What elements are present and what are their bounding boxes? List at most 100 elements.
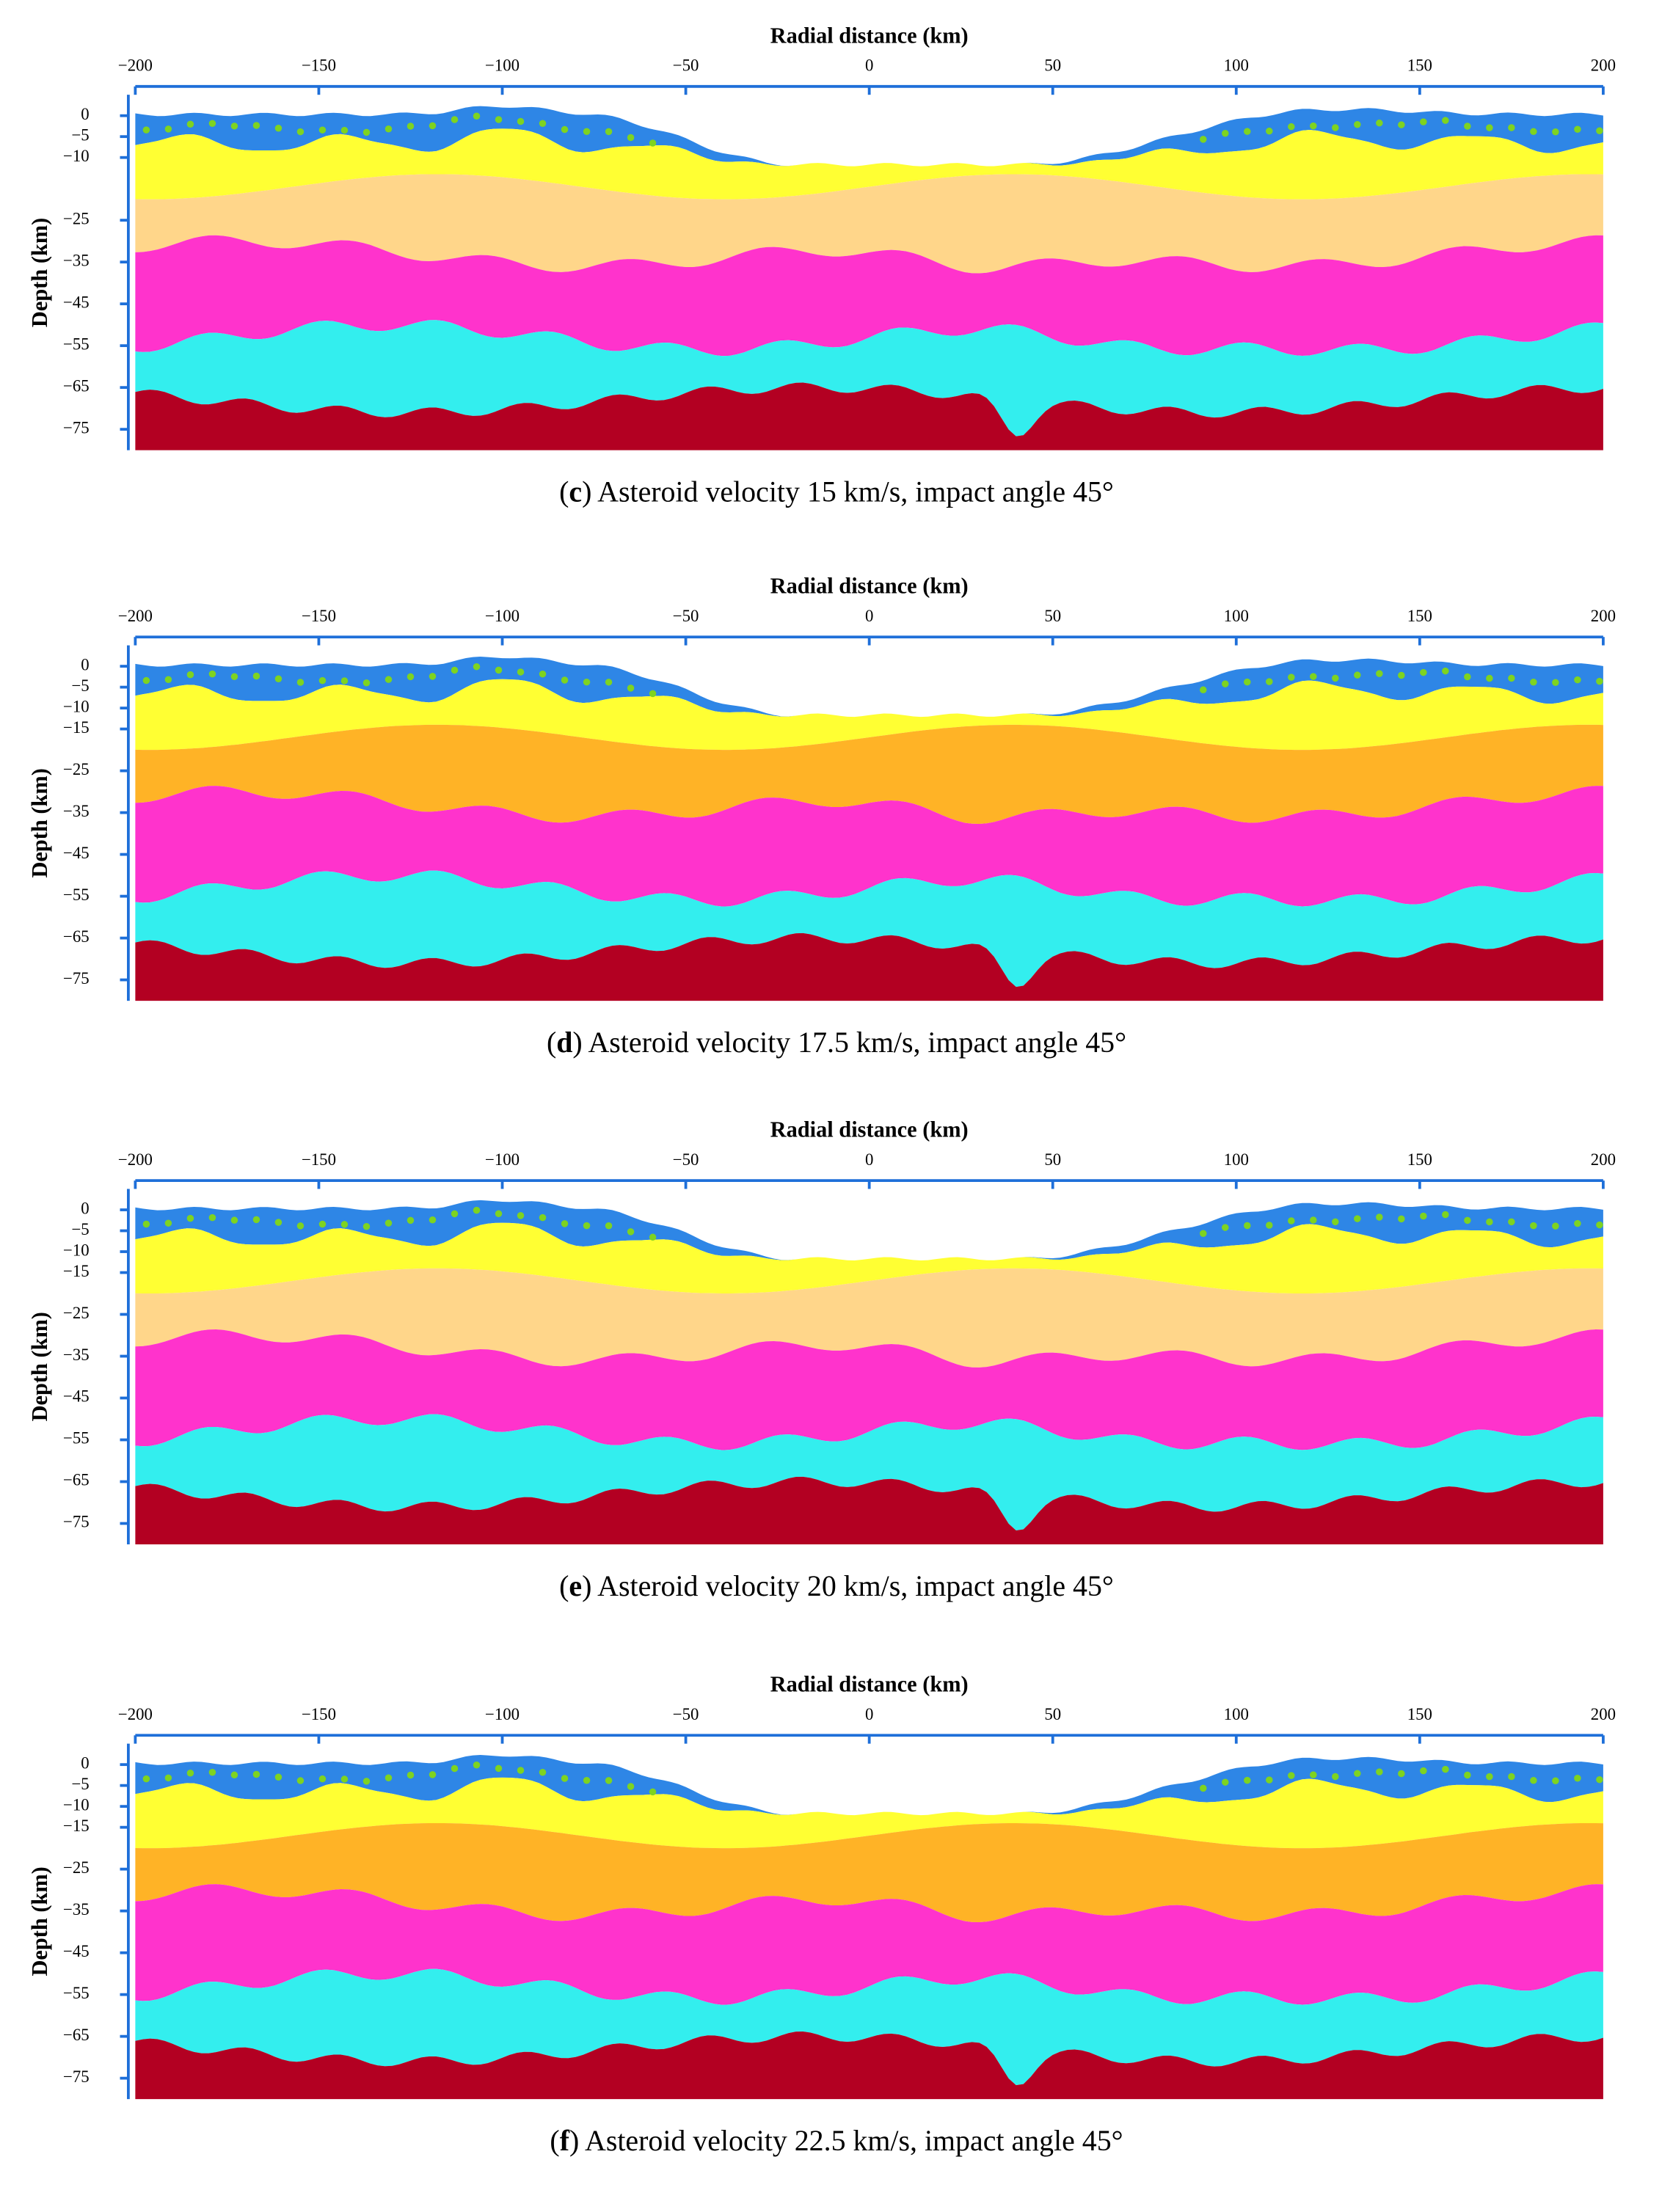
surface-speckle <box>318 1220 327 1228</box>
surface-speckle <box>1574 125 1581 133</box>
x-axis-title: Radial distance (km) <box>770 23 969 48</box>
surface-speckle <box>1266 1776 1273 1784</box>
surface-speckle <box>186 1769 194 1777</box>
surface-speckle <box>1266 127 1273 135</box>
y-axis-title: Depth (km) <box>27 1866 52 1976</box>
x-tick-label: 200 <box>1591 56 1616 74</box>
surface-speckle <box>1486 124 1493 131</box>
surface-speckle <box>1508 1773 1515 1781</box>
surface-speckle <box>1222 680 1229 687</box>
layer <box>135 1200 1603 1260</box>
x-tick-label: 0 <box>865 1705 873 1723</box>
surface-speckle <box>627 1783 635 1790</box>
y-tick-label: −15 <box>63 1262 90 1280</box>
y-tick-label: −10 <box>63 147 90 165</box>
surface-speckle <box>186 671 194 679</box>
layer <box>135 1329 1603 1450</box>
surface-speckle <box>208 1768 216 1776</box>
surface-speckle <box>649 1788 657 1796</box>
surface-speckle <box>1530 678 1537 686</box>
y-tick-label: −25 <box>63 1858 90 1877</box>
surface-speckle <box>451 1764 459 1773</box>
surface-speckle <box>296 1222 305 1230</box>
y-tick-label: −25 <box>63 760 90 778</box>
x-axis-title: Radial distance (km) <box>770 574 969 599</box>
surface-speckle <box>1200 1230 1207 1237</box>
surface-speckle <box>1376 1768 1383 1775</box>
x-tick-label: −100 <box>485 1150 520 1169</box>
surface-speckle <box>208 120 216 127</box>
surface-speckle <box>539 670 547 678</box>
x-tick-label: 100 <box>1224 607 1249 625</box>
surface-speckle <box>164 676 172 684</box>
caption-part: ( <box>559 1569 569 1602</box>
surface-speckle <box>362 128 371 136</box>
surface-speckle <box>1310 1771 1317 1778</box>
surface-speckle <box>517 1212 525 1219</box>
layer <box>135 1222 1603 1294</box>
surface-speckle <box>1464 1771 1471 1779</box>
surface-speckle <box>1398 671 1405 679</box>
surface-speckle <box>1596 127 1603 134</box>
surface-speckle <box>296 1777 305 1784</box>
surface-speckle <box>362 1222 371 1230</box>
surface-speckle <box>495 1764 503 1773</box>
surface-speckle <box>340 1775 349 1783</box>
surface-speckle <box>561 1220 569 1227</box>
y-tick-label: −25 <box>63 1304 90 1322</box>
surface-speckle <box>318 1775 327 1783</box>
layer <box>135 1822 1603 1923</box>
surface-speckle <box>407 123 415 130</box>
x-tick-label: −200 <box>118 1150 153 1169</box>
surface-speckle <box>1244 1776 1251 1784</box>
caption: (d) Asteroid velocity 17.5 km/s, impact … <box>547 1026 1126 1059</box>
surface-speckle <box>583 678 591 686</box>
caption-part: ( <box>547 1026 556 1059</box>
y-tick-label: −35 <box>63 802 90 820</box>
x-tick-label: 200 <box>1591 1705 1616 1723</box>
surface-speckle <box>1464 123 1471 130</box>
y-tick-label: −65 <box>63 2026 90 2044</box>
surface-speckle <box>384 1774 393 1781</box>
x-tick-label: 150 <box>1407 1705 1432 1723</box>
surface-speckle <box>296 128 305 136</box>
y-tick-label: −25 <box>63 209 90 227</box>
surface-speckle <box>605 1222 613 1230</box>
surface-speckle <box>539 1769 547 1776</box>
surface-speckle <box>1486 1773 1493 1781</box>
x-tick-label: −150 <box>302 1150 336 1169</box>
y-tick-label: −55 <box>63 1984 90 2002</box>
surface-speckle <box>605 128 613 136</box>
x-tick-label: 0 <box>865 1150 873 1169</box>
x-tick-label: 100 <box>1224 1705 1249 1723</box>
x-tick-label: 0 <box>865 607 873 625</box>
x-tick-label: −150 <box>302 607 336 625</box>
surface-speckle <box>627 134 635 142</box>
surface-speckle <box>473 1761 481 1769</box>
layer <box>135 657 1603 718</box>
layer <box>135 106 1603 167</box>
surface-speckle <box>583 1222 591 1230</box>
panel: Radial distance (km)−200 −150 −100 −50 0 50 10… <box>27 1117 1616 1602</box>
y-tick-label: −45 <box>63 1387 90 1406</box>
surface-speckle <box>1442 1765 1449 1773</box>
surface-speckle <box>1442 667 1449 675</box>
y-tick-label: 0 <box>81 1753 89 1772</box>
layer <box>135 1968 1603 2086</box>
surface-speckle <box>1376 119 1383 127</box>
caption: (c) Asteroid velocity 15 km/s, impact an… <box>559 475 1114 508</box>
surface-speckle <box>252 1770 260 1778</box>
surface-speckle <box>1398 1770 1405 1778</box>
surface-speckle <box>318 676 327 685</box>
surface-speckle <box>473 1206 481 1214</box>
caption-part: ( <box>559 475 569 508</box>
layer <box>135 1414 1603 1530</box>
surface-speckle <box>561 125 569 134</box>
surface-speckle <box>142 126 150 134</box>
surface-speckle <box>340 126 349 134</box>
caption-part: ) Asteroid velocity 20 km/s, impact angl… <box>582 1569 1114 1602</box>
surface-speckle <box>1310 1216 1317 1224</box>
x-tick-label: −50 <box>673 1705 699 1723</box>
x-tick-label: −200 <box>118 1705 153 1723</box>
